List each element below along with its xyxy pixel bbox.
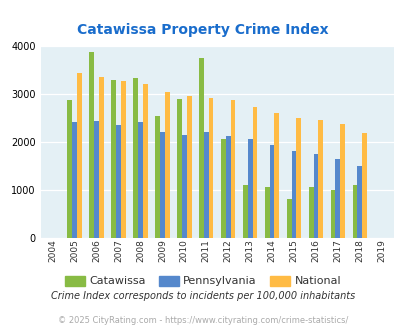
Bar xyxy=(225,136,230,238)
Bar xyxy=(198,58,203,238)
Bar xyxy=(99,77,104,238)
Legend: Catawissa, Pennsylvania, National: Catawissa, Pennsylvania, National xyxy=(60,271,345,291)
Bar xyxy=(67,100,72,238)
Bar xyxy=(77,74,82,238)
Bar xyxy=(274,113,279,238)
Bar xyxy=(121,81,126,238)
Text: Crime Index corresponds to incidents per 100,000 inhabitants: Crime Index corresponds to incidents per… xyxy=(51,291,354,301)
Bar xyxy=(72,122,77,238)
Bar xyxy=(116,125,121,238)
Bar xyxy=(208,98,213,238)
Bar xyxy=(203,132,208,238)
Bar xyxy=(220,139,225,238)
Bar xyxy=(308,187,313,238)
Bar xyxy=(361,133,366,238)
Bar xyxy=(89,52,94,238)
Bar xyxy=(247,139,252,238)
Bar xyxy=(296,118,301,238)
Text: © 2025 CityRating.com - https://www.cityrating.com/crime-statistics/: © 2025 CityRating.com - https://www.city… xyxy=(58,316,347,325)
Bar xyxy=(318,120,322,238)
Text: Catawissa Property Crime Index: Catawissa Property Crime Index xyxy=(77,23,328,37)
Bar xyxy=(356,166,361,238)
Bar xyxy=(164,92,169,238)
Bar xyxy=(339,124,344,238)
Bar xyxy=(177,99,181,238)
Bar xyxy=(94,121,99,238)
Bar xyxy=(230,100,235,238)
Bar xyxy=(186,96,191,238)
Bar xyxy=(335,159,339,238)
Bar xyxy=(143,83,147,238)
Bar xyxy=(133,78,138,238)
Bar xyxy=(286,199,291,238)
Bar xyxy=(242,185,247,238)
Bar xyxy=(313,154,318,238)
Bar xyxy=(352,185,356,238)
Bar xyxy=(138,122,143,238)
Bar xyxy=(252,108,257,238)
Bar xyxy=(330,190,335,238)
Bar xyxy=(155,115,160,238)
Bar xyxy=(291,151,296,238)
Bar xyxy=(181,135,186,238)
Bar xyxy=(111,80,116,238)
Bar xyxy=(160,132,164,238)
Bar xyxy=(264,187,269,238)
Bar xyxy=(269,145,274,238)
